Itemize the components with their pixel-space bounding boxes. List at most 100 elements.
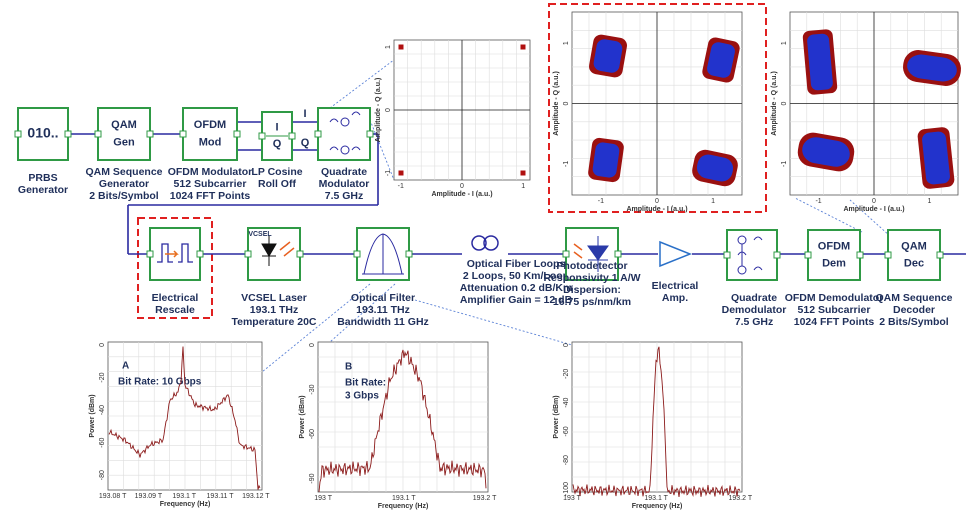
x-tick-label: 193.2 T <box>473 495 497 502</box>
block <box>247 227 301 281</box>
block-caption: Electrical <box>652 280 699 292</box>
spectrum-trace <box>572 346 741 498</box>
port <box>179 130 187 138</box>
symbol-cluster <box>907 54 957 82</box>
y-tick-label: -60 <box>563 426 570 436</box>
block <box>182 107 238 161</box>
block-caption: Temperature 20C <box>231 316 316 328</box>
x-tick-label: -1 <box>598 198 604 205</box>
port <box>314 130 322 138</box>
symbol-cluster <box>922 131 950 185</box>
block-label: QAM <box>901 240 927 252</box>
block-caption: Decoder <box>893 304 935 316</box>
port <box>244 250 252 258</box>
symbol-point <box>520 44 526 50</box>
block-caption: 193.1 THz <box>250 304 298 316</box>
block-label: OFDM <box>818 240 850 252</box>
block-caption: 1024 FFT Points <box>794 316 875 328</box>
x-tick-label: 193.12 T <box>242 493 270 500</box>
spectrum-trace <box>108 346 261 490</box>
port <box>288 132 296 140</box>
y-tick-label: -1 <box>781 161 788 167</box>
port <box>562 250 570 258</box>
x-tick-label: 0 <box>655 198 659 205</box>
block-caption: OFDM Demodulator <box>785 292 884 304</box>
y-tick-label: -60 <box>309 429 316 439</box>
port <box>884 251 892 259</box>
block <box>807 229 861 281</box>
y-tick-label: -40 <box>99 405 106 415</box>
block-caption: 2 Bits/Symbol <box>89 190 159 202</box>
y-tick-label: 1 <box>385 45 392 49</box>
x-axis-label: Amplitude - I (a.u.) <box>843 206 904 213</box>
symbol-cluster <box>592 142 620 178</box>
port <box>146 130 154 138</box>
block-caption: QAM Sequence <box>85 166 162 178</box>
wire-label: Q <box>301 137 310 149</box>
x-tick-label: 0 <box>460 183 464 190</box>
port <box>258 132 266 140</box>
port <box>14 130 22 138</box>
block <box>887 229 941 281</box>
block-label: I <box>275 122 278 134</box>
block-caption: Amplifier Gain = 12 dB <box>460 294 573 306</box>
block <box>726 229 778 281</box>
x-axis-label: Frequency (Hz) <box>632 503 683 510</box>
y-tick-label: -80 <box>563 455 570 465</box>
plot-annotation: 3 Gbps <box>345 391 379 402</box>
icon <box>340 117 350 127</box>
block-label: Gen <box>113 137 135 149</box>
port <box>94 130 102 138</box>
port <box>936 251 944 259</box>
y-tick-label: -20 <box>99 372 106 382</box>
icon <box>737 236 763 271</box>
y-tick-label: -1 <box>563 161 570 167</box>
block-caption: 2 Loops, 50 Km/Loop <box>463 270 569 282</box>
icon <box>659 240 693 268</box>
port <box>804 251 812 259</box>
y-tick-label: 1 <box>781 41 788 45</box>
symbol-cluster <box>807 33 833 91</box>
block-caption: 16.75 ps/nm/km <box>553 296 631 308</box>
block-caption: 1024 FFT Points <box>170 190 251 202</box>
block-caption: 7.5 GHz <box>735 316 774 328</box>
x-tick-label: 193 T <box>314 495 332 502</box>
icon <box>279 241 295 257</box>
x-tick-label: -1 <box>815 198 821 205</box>
x-tick-label: 193 T <box>563 495 581 502</box>
symbol-cluster <box>707 42 735 78</box>
block-caption: QAM Sequence <box>875 292 952 304</box>
leader-line <box>794 197 863 233</box>
symbol-cluster <box>802 137 850 167</box>
y-tick-label: -90 <box>309 473 316 483</box>
y-axis-label: Power (dBm) <box>553 395 560 438</box>
block-caption: Generator <box>18 184 68 196</box>
y-axis-label: Amplitude - Q (a.u.) <box>771 71 778 136</box>
y-tick-label: 0 <box>99 343 106 347</box>
x-tick-label: 193.08 T <box>99 493 127 500</box>
port <box>723 251 731 259</box>
y-tick-label: 1 <box>563 41 570 45</box>
leader-line <box>261 283 371 373</box>
block-label: QAM <box>111 119 137 131</box>
y-axis-label: Power (dBm) <box>89 394 96 437</box>
block-caption: Roll Off <box>258 178 296 190</box>
y-tick-label: 0 <box>385 108 392 112</box>
leader-line <box>849 199 891 237</box>
y-tick-label: -40 <box>563 397 570 407</box>
block-caption: VCSEL Laser <box>241 292 307 304</box>
plot-annotation: Bit Rate: 10 Gbps <box>118 377 202 388</box>
x-axis-label: Frequency (Hz) <box>160 501 211 508</box>
block-caption: OFDM Modulator <box>168 166 253 178</box>
block-label: Mod <box>199 137 222 149</box>
x-tick-label: 1 <box>521 183 525 190</box>
block-caption: Dispersion: <box>563 284 621 296</box>
x-tick-label: -1 <box>398 183 404 190</box>
block-caption: Attenuation 0.2 dB/Km <box>460 282 573 294</box>
x-tick-label: 0 <box>872 198 876 205</box>
block <box>97 107 151 161</box>
port <box>196 250 204 258</box>
plot-annotation: Bit Rate: <box>345 378 386 389</box>
block-caption: Photodetector <box>556 260 627 272</box>
